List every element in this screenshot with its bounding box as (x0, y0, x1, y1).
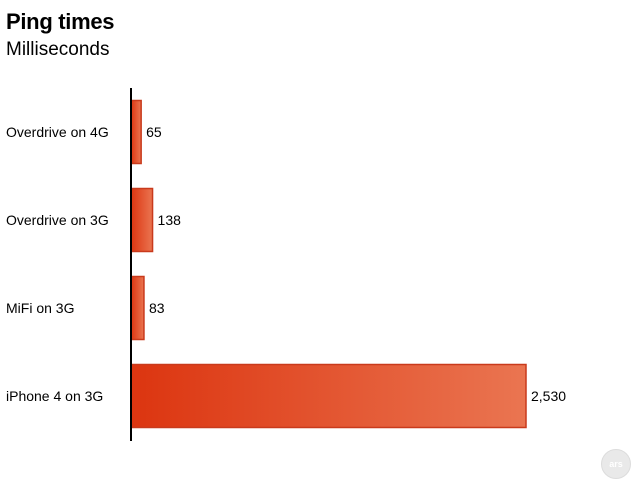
bar-mifi-on-3g (130, 275, 145, 341)
ars-logo-icon: ars (601, 449, 631, 479)
value-label-overdrive-on-4g: 65 (146, 124, 162, 140)
bar-iphone-4-on-3g (130, 363, 527, 429)
value-label-mifi-on-3g: 83 (149, 300, 165, 316)
category-label-overdrive-on-3g: Overdrive on 3G (6, 212, 109, 228)
value-label-overdrive-on-3g: 138 (158, 212, 182, 228)
category-label-mifi-on-3g: MiFi on 3G (6, 300, 74, 316)
category-label-iphone-4-on-3g: iPhone 4 on 3G (6, 388, 103, 404)
chart-title: Ping times (6, 9, 115, 34)
chart-subtitle: Milliseconds (6, 39, 110, 60)
bar-overdrive-on-3g (130, 187, 154, 253)
value-label-iphone-4-on-3g: 2,530 (531, 388, 566, 404)
category-label-overdrive-on-4g: Overdrive on 4G (6, 124, 109, 140)
bar-overdrive-on-4g (130, 99, 142, 165)
